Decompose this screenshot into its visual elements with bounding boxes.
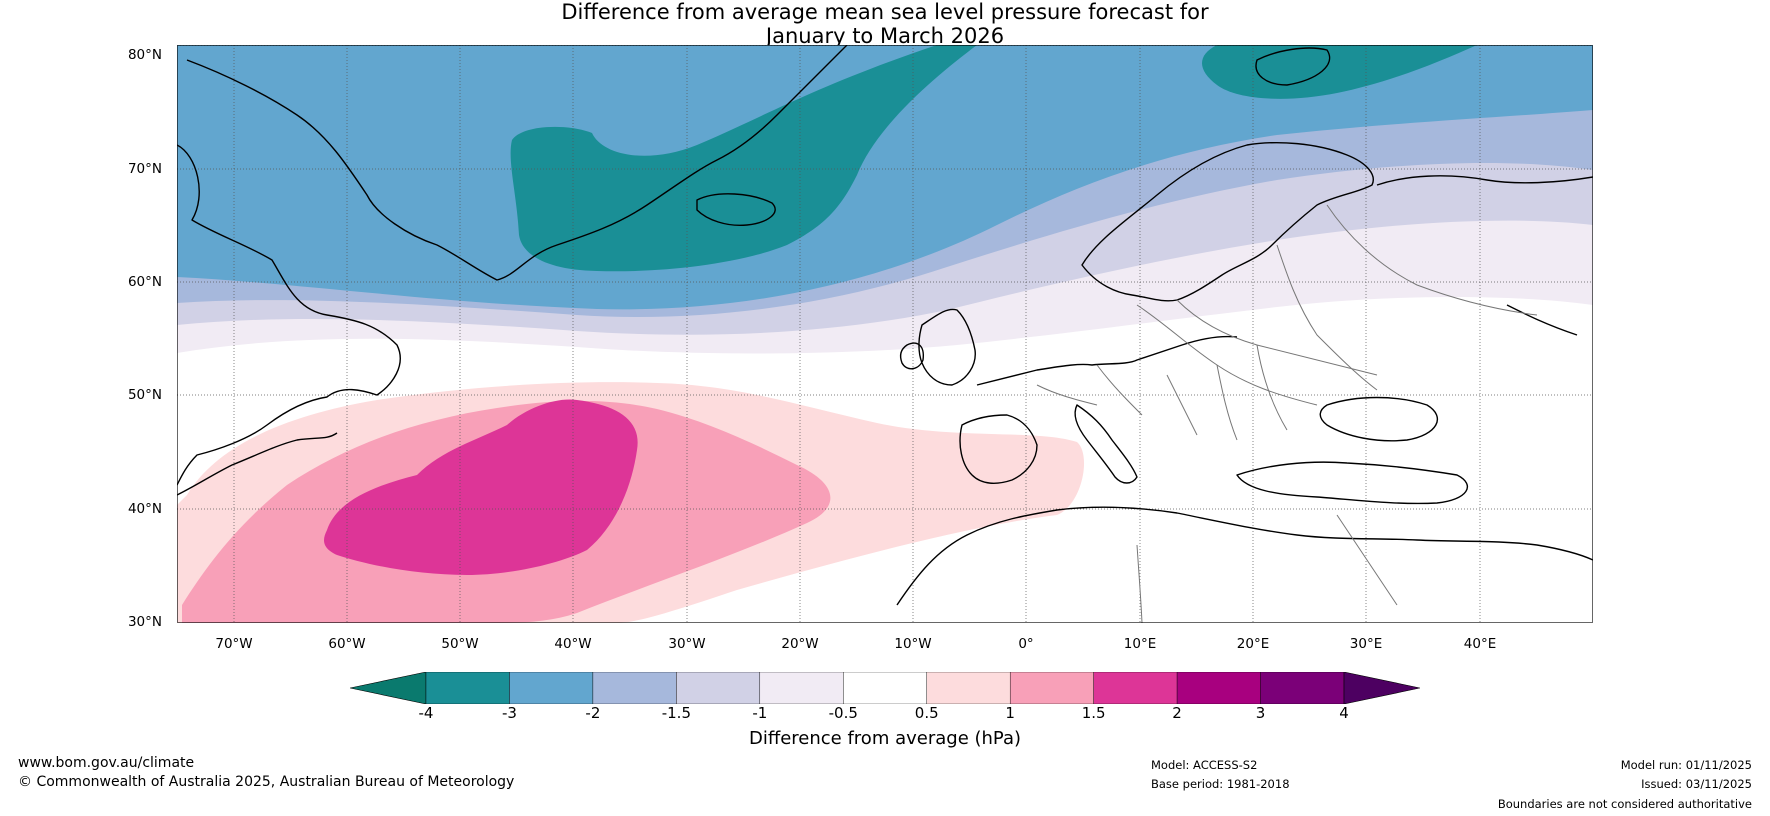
footer-disclaimer: Boundaries are not considered authoritat…: [1497, 797, 1752, 811]
lon-label-10e: 10°E: [1123, 636, 1157, 652]
country-borders: [1036, 204, 1538, 623]
lat-label-80n: 80°N: [127, 47, 162, 63]
footer-model-run: Model run: 01/11/2025: [1620, 758, 1752, 772]
lat-label-50n: 50°N: [127, 387, 162, 403]
lon-label-20w: 20°W: [781, 636, 819, 652]
lon-label-40e: 40°E: [1463, 636, 1497, 652]
lat-label-60n: 60°N: [127, 274, 162, 290]
title-line-1: Difference from average mean sea level p…: [561, 0, 1209, 24]
band-minus-3-to-minus-4-greenland: [510, 45, 977, 272]
footer-base-period: Base period: 1981-2018: [1151, 777, 1290, 791]
colorbar-tick-label: -0.5: [828, 704, 858, 722]
title-line-2: January to March 2026: [765, 24, 1005, 48]
footer-model: Model: ACCESS-S2: [1151, 758, 1258, 772]
lon-label-10w: 10°W: [894, 636, 932, 652]
colorbar-tick-label: 4: [1339, 704, 1349, 722]
footer-website[interactable]: www.bom.gov.au/climate: [18, 755, 195, 771]
colorbar-svg: [349, 671, 1421, 705]
colorbar-tick-label: 0.5: [914, 704, 939, 722]
footer-copyright: © Commonwealth of Australia 2025, Austra…: [18, 774, 515, 790]
coastlines: [177, 45, 1593, 606]
colorbar-segment: [1176, 671, 1261, 705]
colorbar-tick-label: 1.5: [1081, 704, 1106, 722]
lat-label-70n: 70°N: [127, 161, 162, 177]
forecast-map[interactable]: [177, 45, 1593, 623]
lon-label-30e: 30°E: [1349, 636, 1383, 652]
colorbar-tick-label: 1: [1005, 704, 1015, 722]
lon-label-50w: 50°W: [441, 636, 479, 652]
colorbar-segment: [1260, 671, 1345, 705]
map-frame: [177, 45, 1593, 623]
colorbar-extend-low: [349, 671, 427, 705]
lon-label-70w: 70°W: [215, 636, 253, 652]
colorbar-segment: [926, 671, 1011, 705]
colorbar-tick-label: -1: [752, 704, 768, 722]
colorbar-segment: [1009, 671, 1094, 705]
lon-label-30w: 30°W: [668, 636, 706, 652]
colorbar-tick-label: -3: [501, 704, 517, 722]
band-1p5-to-2: [324, 399, 638, 575]
chart-title: Difference from average mean sea level p…: [0, 0, 1770, 48]
colorbar-segment: [509, 671, 594, 705]
colorbar-segment: [676, 671, 761, 705]
colorbar-tick-label: -1.5: [661, 704, 691, 722]
colorbar-segment: [1093, 671, 1178, 705]
lat-label-40n: 40°N: [127, 501, 162, 517]
graticule: [177, 45, 1593, 623]
colorbar-tick-label: -4: [418, 704, 434, 722]
colorbar-segment: [759, 671, 844, 705]
colorbar-tick-label: 2: [1172, 704, 1182, 722]
colorbar-segment: [843, 671, 927, 705]
footer-issued: Issued: 03/11/2025: [1641, 777, 1752, 791]
colorbar: [349, 671, 1421, 705]
map-svg: [177, 45, 1593, 623]
colorbar-extend-high: [1343, 671, 1421, 705]
colorbar-tick-label: 3: [1255, 704, 1266, 722]
lon-label-0: 0°: [1018, 636, 1034, 652]
lon-label-40w: 40°W: [554, 636, 592, 652]
lon-label-20e: 20°E: [1236, 636, 1270, 652]
lat-label-30n: 30°N: [127, 614, 162, 630]
band-minus-3-to-minus-4-north: [1202, 45, 1477, 99]
colorbar-segment: [592, 671, 677, 705]
colorbar-segment: [425, 671, 510, 705]
colorbar-tick-label: -2: [585, 704, 601, 722]
lon-label-60w: 60°W: [328, 636, 366, 652]
colorbar-title: Difference from average (hPa): [748, 728, 1022, 749]
